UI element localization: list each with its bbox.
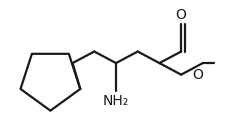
Text: O: O <box>192 68 203 82</box>
Text: O: O <box>176 8 187 22</box>
Text: NH₂: NH₂ <box>103 94 129 108</box>
